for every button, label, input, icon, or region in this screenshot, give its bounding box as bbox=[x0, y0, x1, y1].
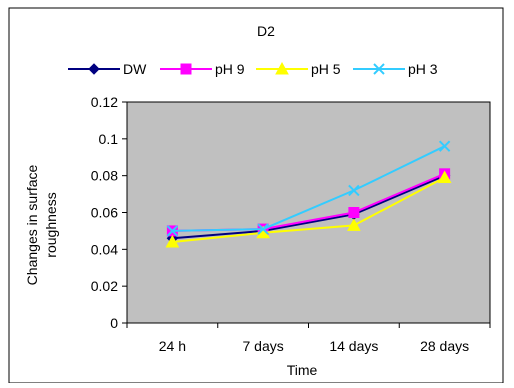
x-axis: 24 h 7 days 14 days 28 days bbox=[126, 322, 491, 354]
legend-marker bbox=[373, 63, 385, 75]
data-point bbox=[437, 170, 452, 184]
data-point bbox=[348, 184, 360, 197]
legend: DW pH 9 pH 5 pH 3 bbox=[68, 61, 438, 77]
y-axis-label-line-1: Changes in surface bbox=[24, 164, 40, 285]
y-tick-label: 0.02 bbox=[91, 278, 118, 294]
x-tick-label: 7 days bbox=[243, 338, 284, 354]
series-line bbox=[172, 176, 446, 243]
legend-marker bbox=[275, 61, 289, 75]
data-point bbox=[347, 218, 361, 231]
data-point bbox=[165, 234, 180, 248]
legend-marker bbox=[88, 63, 100, 75]
y-tick-label: 0.1 bbox=[99, 131, 119, 147]
legend-marker bbox=[180, 63, 192, 75]
data-point bbox=[438, 140, 451, 152]
data-point bbox=[166, 225, 179, 237]
legend-item: pH 5 bbox=[256, 61, 341, 77]
series-line bbox=[172, 174, 446, 240]
y-tick-label: 0.06 bbox=[91, 205, 118, 221]
data-point bbox=[257, 223, 269, 235]
chart-title: D2 bbox=[257, 23, 275, 39]
legend-item: pH 9 bbox=[160, 61, 245, 77]
legend-label: pH 3 bbox=[408, 61, 438, 77]
plot-area bbox=[126, 101, 491, 324]
x-tick-label: 24 h bbox=[159, 338, 186, 354]
legend-item: DW bbox=[68, 61, 147, 77]
legend-label: DW bbox=[123, 61, 147, 77]
legend-label: pH 5 bbox=[311, 61, 341, 77]
y-tick-label: 0.08 bbox=[91, 168, 118, 184]
series-layer bbox=[165, 140, 452, 248]
x-tick-label: 14 days bbox=[329, 338, 378, 354]
y-tick-label: 0 bbox=[110, 315, 118, 331]
series-line bbox=[172, 145, 446, 232]
y-tick-label: 0.04 bbox=[91, 241, 118, 257]
series-x bbox=[166, 140, 451, 237]
legend-item: pH 3 bbox=[353, 61, 438, 77]
y-tick-label: 0.12 bbox=[91, 94, 118, 110]
x-tick-label: 28 days bbox=[420, 338, 469, 354]
legend-label: pH 9 bbox=[215, 61, 245, 77]
data-point bbox=[348, 207, 360, 218]
y-axis-label-line-2: roughness bbox=[43, 192, 59, 257]
x-axis-label: Time bbox=[287, 362, 318, 378]
y-axis: 0 0.02 0.04 0.06 0.08 0.1 0.12 bbox=[91, 94, 128, 331]
